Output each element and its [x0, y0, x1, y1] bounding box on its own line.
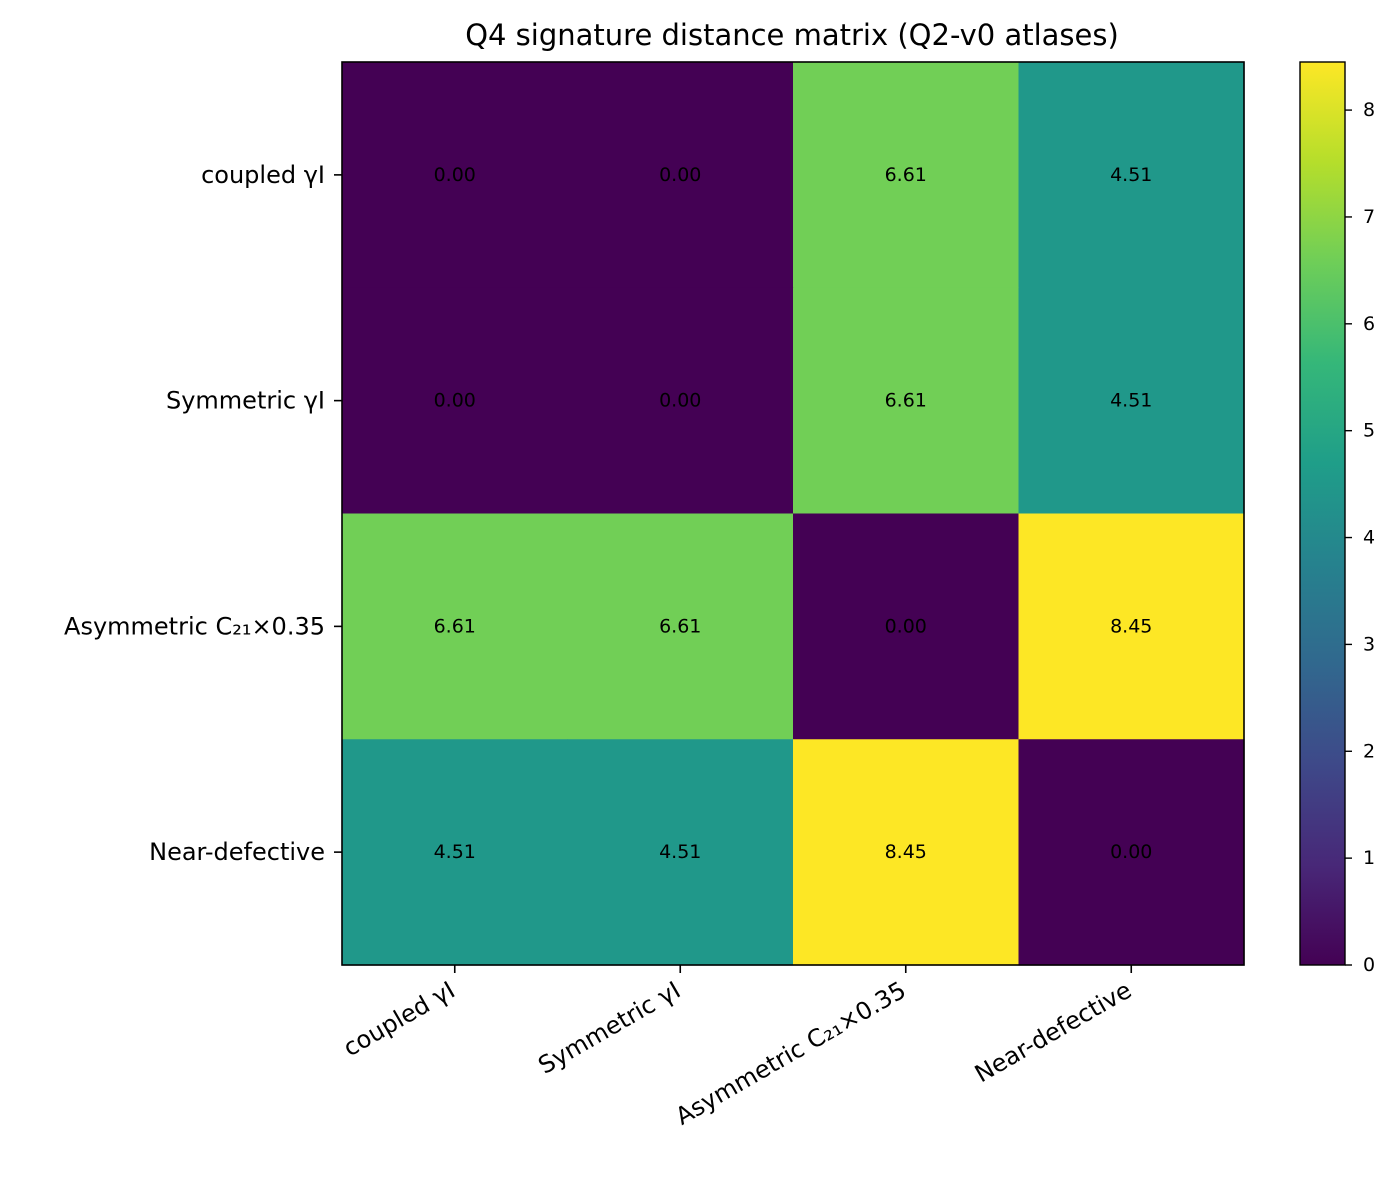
chart-title: Q4 signature distance matrix (Q2-v0 atla… — [465, 18, 1119, 52]
cell-value-label: 8.45 — [1110, 615, 1152, 637]
colorbar-tick-label: 5 — [1363, 420, 1375, 442]
cell-value-label: 4.51 — [1110, 164, 1152, 186]
heatmap-cell — [567, 513, 794, 740]
heatmap-cell-labels: 0.00 0.00 6.61 4.51 0.00 0.00 6.61 4.51 6.61 6.61… — [434, 164, 1153, 863]
cell-value-label: 0.00 — [885, 615, 927, 637]
cell-value-label: 8.45 — [885, 841, 927, 863]
colorbar-tick-label: 4 — [1363, 527, 1375, 549]
heatmap-cells — [342, 62, 1245, 966]
colorbar-tick-label: 6 — [1363, 313, 1375, 335]
y-tick-label: Near-defective — [149, 838, 325, 866]
cell-value-label: 0.00 — [434, 390, 476, 412]
y-tick-label: coupled γI — [201, 161, 325, 189]
cell-value-label: 4.51 — [659, 841, 701, 863]
cell-value-label: 6.61 — [434, 615, 476, 637]
colorbar-tick-label: 2 — [1363, 740, 1375, 762]
cell-value-label: 0.00 — [659, 164, 701, 186]
colorbar-ticks: 0 1 2 3 4 5 6 7 8 — [1345, 99, 1375, 976]
colorbar-tick-label: 8 — [1363, 99, 1375, 121]
heatmap-cell — [1018, 287, 1245, 515]
heatmap-cell — [793, 513, 1020, 740]
cell-value-label: 4.51 — [434, 841, 476, 863]
heatmap-cell — [342, 287, 569, 515]
heatmap-cell — [342, 513, 569, 740]
heatmap-cell — [342, 739, 569, 966]
heatmap-cell — [1018, 513, 1245, 740]
cell-value-label: 0.00 — [659, 390, 701, 412]
heatmap-cell — [1018, 62, 1245, 289]
y-axis: coupled γI Symmetric γI Asymmetric C₂₁×0.3… — [64, 161, 342, 866]
colorbar-tick-label: 3 — [1363, 633, 1375, 655]
colorbar — [1299, 61, 1346, 966]
y-tick-label: Asymmetric C₂₁×0.35 — [64, 612, 325, 640]
y-tick-label: Symmetric γI — [166, 387, 325, 415]
cell-value-label: 0.00 — [1110, 841, 1152, 863]
heatmap-cell — [567, 739, 794, 966]
cell-value-label: 4.51 — [1110, 390, 1152, 412]
heatmap-cell — [793, 739, 1020, 966]
x-tick-label: coupled γI — [338, 976, 459, 1062]
cell-value-label: 0.00 — [434, 164, 476, 186]
cell-value-label: 6.61 — [659, 615, 701, 637]
heatmap-cell — [342, 62, 569, 289]
heatmap-cell — [793, 62, 1020, 289]
heatmap-cell — [567, 287, 794, 515]
colorbar-tick-label: 0 — [1363, 954, 1375, 976]
colorbar-tick-label: 7 — [1363, 206, 1375, 228]
x-tick-label: Near-defective — [970, 976, 1136, 1088]
cell-value-label: 6.61 — [885, 390, 927, 412]
plot-frame — [341, 61, 1245, 966]
x-tick-label: Asymmetric C₂₁×0.35 — [671, 976, 911, 1131]
colorbar-tick-label: 1 — [1363, 847, 1375, 869]
heatmap-cell — [793, 287, 1020, 515]
heatmap-cell — [567, 62, 794, 289]
x-tick-label: Symmetric γI — [534, 976, 686, 1080]
cell-value-label: 6.61 — [885, 164, 927, 186]
heatmap-cell — [1018, 739, 1245, 966]
